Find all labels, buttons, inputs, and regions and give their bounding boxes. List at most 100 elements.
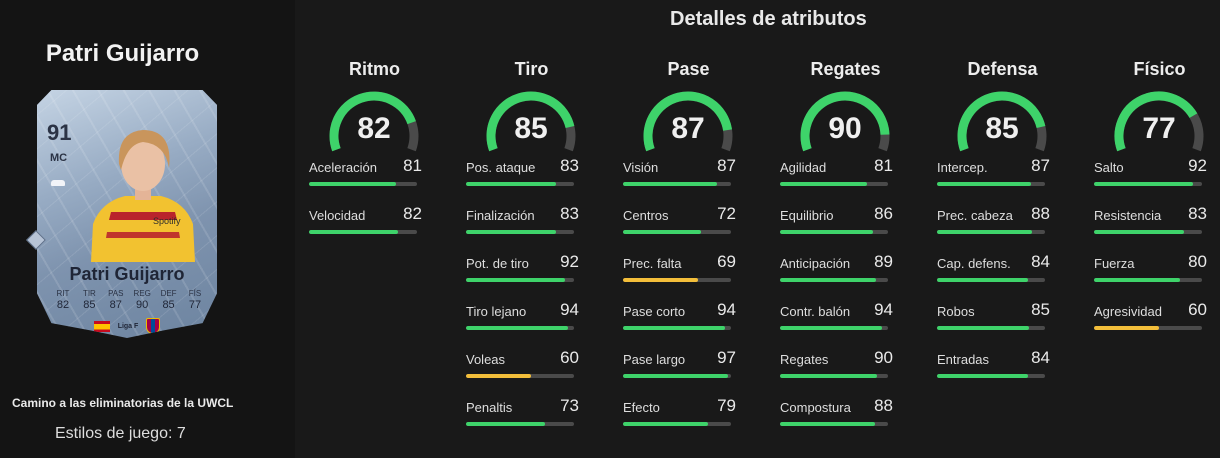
category-value: 77 <box>1142 112 1175 145</box>
attribute-bar-fill <box>780 278 877 282</box>
card-stat: FÍS 77 <box>183 289 207 311</box>
attribute-row: Compostura 88 <box>780 396 893 438</box>
category-regates: Regates 90 Agilidad 81 Equilibrio 86 Anticipac… <box>767 0 924 458</box>
boot-icon <box>51 180 65 186</box>
attribute-bar-fill <box>623 326 725 330</box>
attribute-label: Regates <box>780 352 829 367</box>
gauge-fill <box>486 91 575 152</box>
attribute-label: Tiro lejano <box>466 304 527 319</box>
gauge-fill <box>329 91 416 152</box>
category-gauge: 90 <box>800 91 890 152</box>
attribute-bar-track <box>466 326 574 330</box>
attribute-row: Agilidad 81 <box>780 156 893 198</box>
attribute-bar-fill <box>623 230 701 234</box>
attribute-label: Equilibrio <box>780 208 834 223</box>
attribute-value: 81 <box>874 156 893 175</box>
attribute-bar-track <box>623 278 731 282</box>
card-stats: RIT 82 TIR 85 PAS 87 REG 90 DEF 85 FÍS 77 <box>51 289 207 311</box>
attribute-row: Prec. falta 69 <box>623 252 736 294</box>
attribute-bar-fill <box>466 182 556 186</box>
player-panel: Patri Guijarro 91 MC Spotify Patri Guija… <box>0 0 295 458</box>
attribute-value: 94 <box>874 300 893 319</box>
player-name: Patri Guijarro <box>45 40 200 67</box>
attribute-bar-fill <box>466 326 568 330</box>
attribute-bar-fill <box>1094 278 1181 282</box>
playstyles-count: Estilos de juego: 7 <box>55 425 186 442</box>
attribute-value: 73 <box>560 396 579 415</box>
attribute-value: 94 <box>560 300 579 319</box>
attribute-value: 88 <box>1031 204 1050 223</box>
card-position: MC <box>50 152 68 164</box>
card-stat-value: 85 <box>83 299 96 311</box>
attribute-row: Voleas 60 <box>466 348 579 390</box>
attribute-row: Centros 72 <box>623 204 736 246</box>
category-name: Tiro <box>514 59 549 79</box>
attribute-row: Robos 85 <box>937 300 1050 342</box>
attribute-label: Compostura <box>780 400 851 415</box>
attribute-bar-track <box>623 422 731 426</box>
card-stat-value: 90 <box>136 299 149 311</box>
attribute-value: 60 <box>1188 300 1207 319</box>
attribute-row: Pase corto 94 <box>623 300 736 342</box>
attribute-bar-fill <box>1094 182 1194 186</box>
attribute-row: Tiro lejano 94 <box>466 300 579 342</box>
player-card[interactable]: 91 MC Spotify Patri Guijarro RIT 82 TIR 85… <box>37 90 217 338</box>
attribute-value: 83 <box>560 204 579 223</box>
card-stat-label: REG <box>133 289 151 298</box>
attribute-label: Visión <box>623 160 659 175</box>
attribute-value: 83 <box>1188 204 1207 223</box>
attribute-row: Aceleración 81 <box>309 156 422 198</box>
attribute-value: 69 <box>717 252 736 271</box>
attribute-bar-track <box>466 278 574 282</box>
attribute-bar-fill <box>466 422 545 426</box>
attribute-bar-fill <box>1094 326 1159 330</box>
attribute-bar-track <box>780 278 888 282</box>
attribute-row: Cap. defens. 84 <box>937 252 1050 294</box>
attribute-label: Prec. cabeza <box>937 208 1013 223</box>
attribute-label: Fuerza <box>1094 256 1135 271</box>
card-overall-rating: 91 <box>47 120 72 145</box>
category-name: Físico <box>1133 59 1186 79</box>
attribute-row: Intercep. 87 <box>937 156 1050 198</box>
attribute-bar-fill <box>466 278 566 282</box>
attribute-bar-fill <box>937 230 1033 234</box>
attribute-value: 82 <box>403 204 422 223</box>
category-físico: Físico 77 Salto 92 Resistencia 83 Fuerza 80 Agre… <box>1081 0 1220 458</box>
category-gauge: 85 <box>486 91 576 152</box>
category-value: 85 <box>514 112 547 145</box>
attribute-label: Anticipación <box>780 256 851 271</box>
attribute-value: 85 <box>1031 300 1050 319</box>
attribute-value: 79 <box>717 396 736 415</box>
fc-barcelona-crest <box>146 318 161 334</box>
category-gauge: 87 <box>643 91 733 152</box>
attribute-row: Velocidad 82 <box>309 204 422 246</box>
attribute-value: 80 <box>1188 252 1207 271</box>
attribute-label: Voleas <box>466 352 506 367</box>
attribute-bar-track <box>1094 326 1202 330</box>
attribute-bar-fill <box>466 230 556 234</box>
attribute-label: Penaltis <box>466 400 513 415</box>
card-stat-label: PAS <box>108 289 124 298</box>
attributes-title: Detalles de atributos <box>670 8 867 30</box>
attribute-bar-fill <box>623 422 709 426</box>
attribute-row: Entradas 84 <box>937 348 1050 390</box>
attribute-value: 92 <box>560 252 579 271</box>
attribute-value: 88 <box>874 396 893 415</box>
card-stat-label: DEF <box>160 289 177 298</box>
attribute-bar-fill <box>309 230 398 234</box>
attribute-row: Pot. de tiro 92 <box>466 252 579 294</box>
category-value: 85 <box>985 112 1018 145</box>
attribute-value: 60 <box>560 348 579 367</box>
attribute-bar-track <box>1094 230 1202 234</box>
attribute-value: 72 <box>717 204 736 223</box>
player-portrait: Spotify <box>91 130 195 262</box>
category-value: 87 <box>671 112 704 145</box>
category-defensa: Defensa 85 Intercep. 87 Prec. cabeza 88 Cap. d… <box>924 0 1081 458</box>
attribute-bar-track <box>937 182 1045 186</box>
category-gauge: 85 <box>957 91 1047 152</box>
attribute-value: 86 <box>874 204 893 223</box>
card-stat: RIT 82 <box>51 289 75 311</box>
card-stat: PAS 87 <box>104 289 128 311</box>
attribute-row: Salto 92 <box>1094 156 1207 198</box>
attribute-label: Contr. balón <box>780 304 851 319</box>
